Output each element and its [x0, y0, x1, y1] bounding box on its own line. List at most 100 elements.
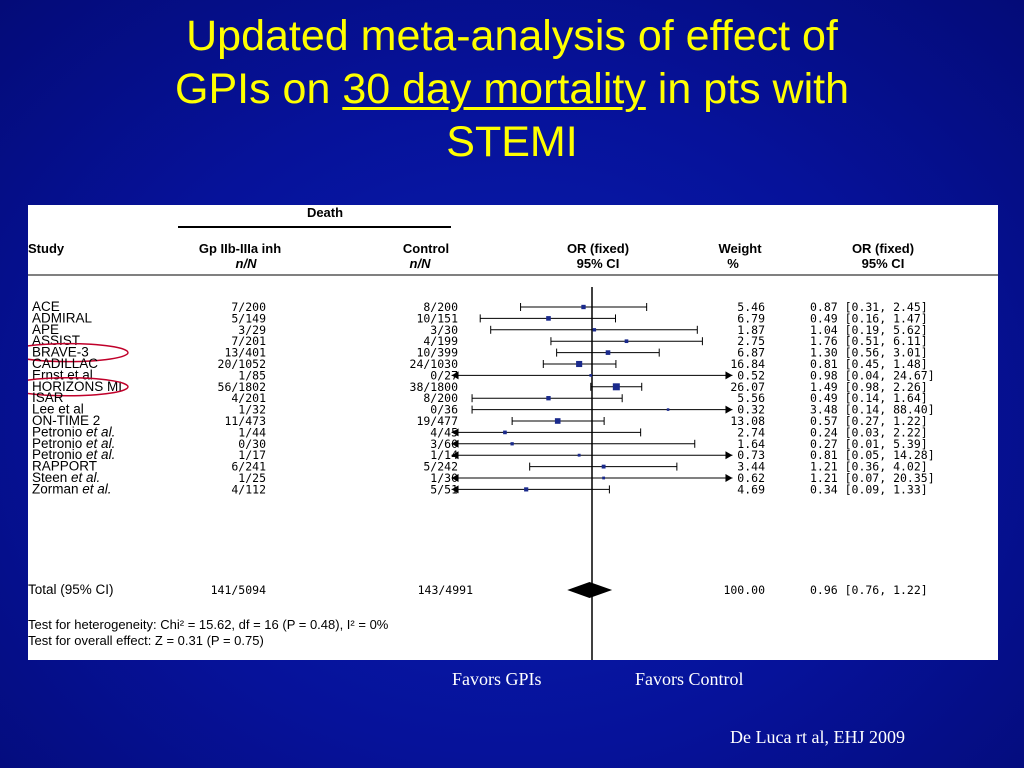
header-treatment: Gp IIb-IIIa inh [199, 241, 281, 256]
control-events: 5/242 [423, 460, 458, 474]
study-label: Lee et al [32, 402, 84, 417]
citation: De Luca rt al, EHJ 2009 [730, 727, 905, 747]
study-highlight-ellipse [28, 342, 129, 363]
total-control-events: 143/4991 [418, 583, 473, 597]
study-or-ci-text: 0.24 [0.03, 2.22] [810, 425, 928, 439]
ci-arrow-left [451, 474, 459, 482]
study-weight: 5.46 [737, 300, 765, 314]
study-or-ci-text: 0.27 [0.01, 5.39] [810, 437, 928, 451]
ci-arrow-left [451, 439, 459, 448]
header-control-nn: n/N [410, 256, 432, 271]
treatment-events: 1/17 [238, 448, 266, 462]
study-or-ci-text: 0.49 [0.14, 1.64] [810, 391, 928, 405]
point-estimate-marker [624, 339, 629, 344]
pooled-estimate-diamond [567, 582, 613, 598]
point-estimate-marker [602, 476, 606, 480]
study-or-ci-text: 3.48 [0.14, 88.40] [810, 403, 935, 417]
treatment-events: 4/112 [231, 482, 266, 496]
ci-arrow-right [725, 474, 733, 482]
study-weight: 1.64 [737, 437, 765, 451]
point-estimate-marker [503, 430, 507, 435]
study-label: BRAVE-3 [32, 345, 89, 360]
study-label: Petronio et al. [32, 424, 115, 439]
ci-arrow-left [451, 485, 459, 494]
title-line-2-post: in pts with [645, 65, 849, 113]
treatment-events: 20/1052 [218, 357, 266, 371]
header-or-text: OR (fixed) [852, 241, 914, 256]
point-estimate-marker [612, 383, 620, 391]
study-label: HORIZONS MI [32, 379, 122, 394]
header-death: Death [307, 205, 343, 220]
control-events: 1/30 [430, 471, 458, 485]
ci-arrow-left [451, 451, 459, 460]
point-estimate-marker [524, 487, 529, 492]
point-estimate-marker [592, 328, 597, 332]
study-weight: 13.08 [730, 414, 765, 428]
forest-plot-panel: Death Study Gp IIb-IIIa inh n/N Control n/N OR… [28, 205, 998, 660]
title-line-2-pre: GPIs on [175, 65, 343, 113]
treatment-events: 0/30 [238, 437, 266, 451]
study-label: ADMIRAL [32, 310, 93, 325]
study-or-ci-text: 1.04 [0.19, 5.62] [810, 323, 928, 337]
overall-effect-test: Test for overall effect: Z = 0.31 (P = 0… [28, 633, 264, 648]
total-weight: 100.00 [723, 583, 765, 597]
study-or-ci-text: 1.49 [0.98, 2.26] [810, 380, 928, 394]
header-treatment-nn: n/N [236, 256, 258, 271]
title-line-1: Updated meta-analysis of effect of [186, 12, 838, 60]
study-or-ci-text: 1.30 [0.56, 3.01] [810, 346, 928, 360]
study-weight: 0.73 [737, 448, 765, 462]
point-estimate-marker [546, 316, 551, 321]
control-events: 8/200 [423, 391, 458, 405]
control-events: 10/151 [416, 311, 458, 325]
total-or-ci-text: 0.96 [0.76, 1.22] [810, 583, 928, 597]
point-estimate-marker [577, 453, 581, 457]
study-weight: 3.44 [737, 460, 765, 474]
favors-gpis-label: Favors GPIs [452, 669, 542, 689]
header-study: Study [28, 241, 65, 256]
study-or-ci-text: 0.87 [0.31, 2.45] [810, 300, 928, 314]
ci-arrow-right [725, 405, 733, 414]
control-events: 3/60 [430, 437, 458, 451]
treatment-events: 7/200 [231, 300, 266, 314]
favors-control-label: Favors Control [635, 669, 744, 689]
ci-arrow-right [725, 451, 733, 460]
study-or-ci-text: 0.98 [0.04, 24.67] [810, 368, 935, 382]
control-events: 4/45 [430, 425, 458, 439]
study-or-ci-text: 0.34 [0.09, 1.33] [810, 482, 928, 496]
header-or-text-ci: 95% CI [862, 256, 905, 271]
study-label: RAPPORT [32, 459, 97, 474]
study-or-ci-text: 0.49 [0.16, 1.47] [810, 311, 928, 325]
point-estimate-marker [605, 350, 611, 355]
treatment-events: 11/473 [224, 414, 266, 428]
control-events: 4/199 [423, 334, 458, 348]
treatment-events: 1/25 [238, 471, 266, 485]
title-underlined-phrase: 30 day mortality [342, 65, 646, 113]
point-estimate-marker [546, 396, 551, 401]
treatment-events: 1/44 [238, 425, 266, 439]
header-control: Control [403, 241, 449, 256]
study-weight: 6.79 [737, 311, 765, 325]
study-weight: 1.87 [737, 323, 765, 337]
control-events: 24/1030 [410, 357, 459, 371]
study-or-ci-text: 1.21 [0.07, 20.35] [810, 471, 935, 485]
title-line-2: GPIs on 30 day mortality in pts with [0, 63, 1024, 116]
total-treatment-events: 141/5094 [211, 583, 266, 597]
study-weight: 2.74 [737, 425, 765, 439]
point-estimate-marker [554, 418, 561, 424]
study-weight: 2.75 [737, 334, 765, 348]
point-estimate-marker [601, 464, 606, 469]
treatment-events: 4/201 [231, 391, 266, 405]
study-highlight-ellipse [28, 377, 129, 397]
study-weight: 4.69 [737, 482, 765, 496]
ci-arrow-right [725, 371, 733, 380]
study-weight: 0.32 [737, 403, 765, 417]
title-line-3: STEMI [446, 118, 578, 166]
study-label: CADILLAC [32, 356, 98, 371]
study-or-ci-text: 0.81 [0.05, 14.28] [810, 448, 935, 462]
total-label: Total (95% CI) [28, 582, 114, 597]
point-estimate-marker [666, 408, 670, 411]
treatment-events: 3/29 [238, 323, 266, 337]
study-or-ci-text: 0.81 [0.45, 1.48] [810, 357, 928, 371]
header-weight-pct: % [727, 256, 739, 271]
